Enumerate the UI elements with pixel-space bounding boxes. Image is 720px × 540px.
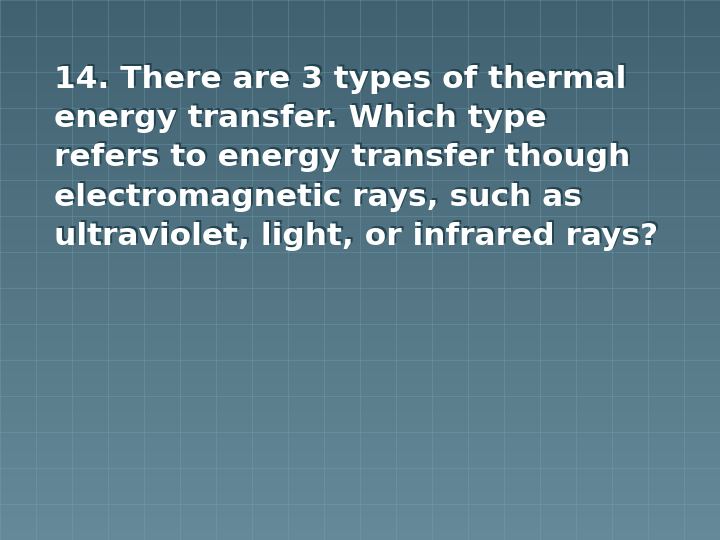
Text: 14. There are 3 types of thermal
energy transfer. Which type
refers to energy tr: 14. There are 3 types of thermal energy … [54,65,658,251]
Text: 14. There are 3 types of thermal
energy transfer. Which type
refers to energy tr: 14. There are 3 types of thermal energy … [56,63,660,249]
